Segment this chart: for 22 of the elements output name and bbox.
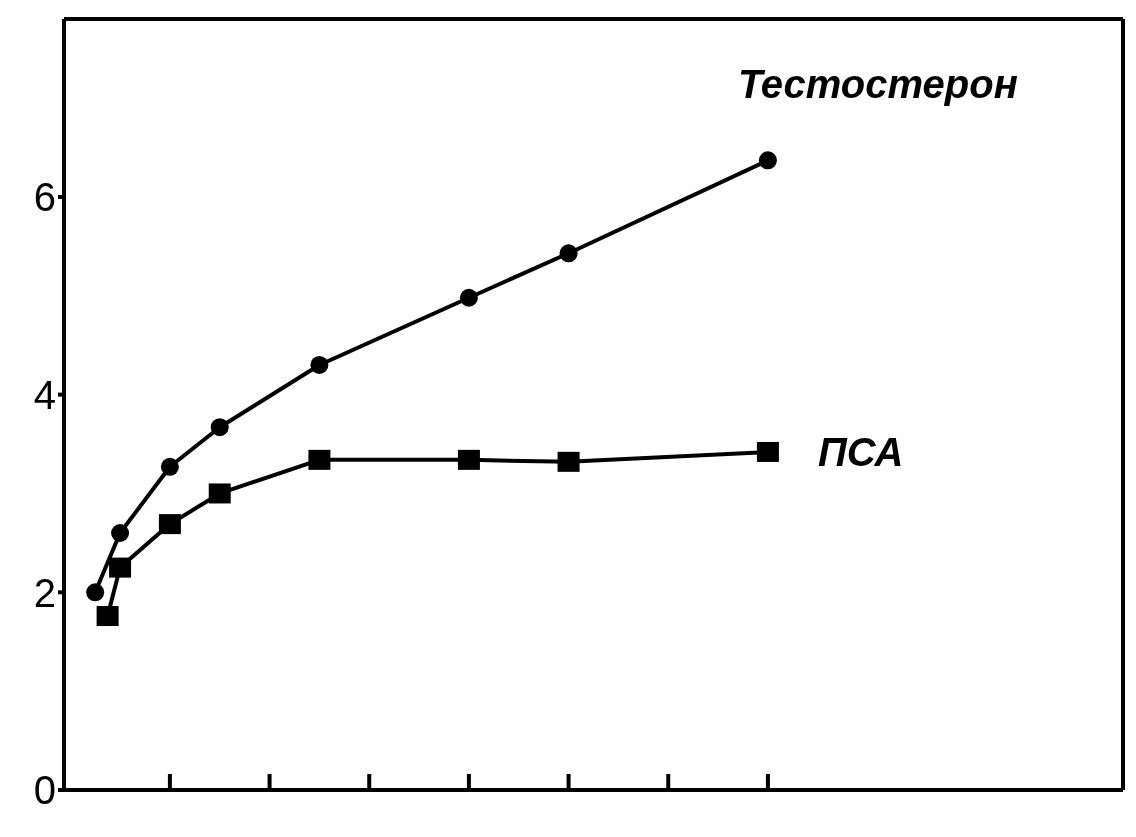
point [210, 418, 229, 437]
series-label: ПСА [817, 429, 904, 474]
point [756, 441, 779, 462]
y-tick-label: 2 [33, 570, 56, 615]
series-label: Тестостерон [737, 62, 1018, 107]
y-tick-label: 6 [33, 175, 56, 220]
point [457, 449, 480, 470]
point [557, 451, 580, 472]
point [160, 457, 179, 476]
point [96, 606, 119, 627]
y-tick-label: 4 [33, 372, 56, 417]
y-tick-label: 0 [33, 768, 56, 813]
point [111, 524, 130, 542]
point [308, 449, 331, 470]
point [158, 514, 181, 535]
point [310, 355, 329, 374]
point [758, 151, 777, 170]
point [208, 483, 231, 504]
point [559, 244, 578, 263]
point [86, 583, 105, 602]
point [459, 288, 478, 307]
point [109, 557, 132, 578]
